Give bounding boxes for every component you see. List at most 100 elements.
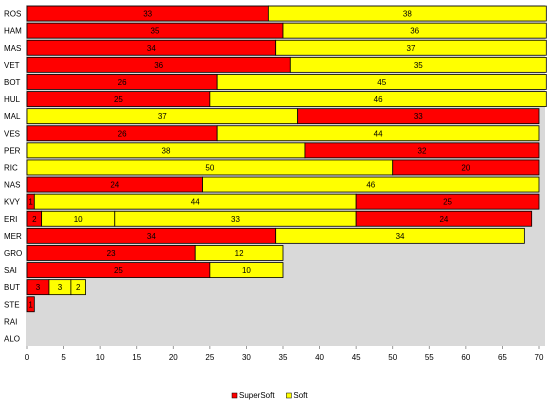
y-tick-label-nas: NAS: [4, 181, 20, 190]
data-label-bot-stint-1: 26: [118, 78, 127, 87]
data-label-but-stint-1: 3: [36, 283, 41, 292]
x-tick-label-55: 55: [425, 353, 434, 362]
data-label-eri-stint-1: 2: [32, 215, 37, 224]
bar-mal-stint-2: [297, 108, 540, 125]
data-label-ves-stint-1: 26: [118, 129, 127, 138]
data-label-ves-stint-2: 44: [374, 129, 383, 138]
bar-mer-stint-2: [275, 227, 525, 244]
data-label-nas-stint-1: 24: [110, 181, 119, 190]
y-tick-label-rai: RAI: [4, 317, 17, 326]
bar-hul-stint-2: [209, 91, 547, 107]
data-label-per-stint-2: 32: [418, 146, 427, 155]
data-label-gro-stint-2: 12: [235, 249, 244, 258]
data-label-eri-stint-2: 10: [74, 215, 83, 224]
data-label-hul-stint-1: 25: [114, 95, 123, 104]
bar-ric-stint-2: [392, 159, 540, 176]
plot-area: [26, 5, 545, 346]
data-label-kvy-stint-2: 44: [191, 198, 200, 207]
data-label-sai-stint-1: 25: [114, 266, 123, 275]
legend-swatch-supersoft: [231, 392, 238, 399]
y-tick-label-per: PER: [4, 146, 21, 155]
bar-ros-stint-2: [267, 5, 547, 22]
data-label-bot-stint-2: 45: [377, 78, 386, 87]
x-tick-label-35: 35: [279, 353, 288, 362]
y-tick-label-ric: RIC: [4, 163, 18, 172]
x-tick-label-0: 0: [25, 353, 30, 362]
y-tick-label-mal: MAL: [4, 112, 21, 121]
bar-ham-stint-2: [282, 22, 547, 39]
data-label-eri-stint-4: 24: [439, 215, 448, 224]
x-tick-label-15: 15: [132, 353, 141, 362]
y-tick-label-ste: STE: [4, 300, 20, 309]
data-label-vet-stint-2: 35: [414, 61, 423, 70]
x-tick-label-25: 25: [205, 353, 214, 362]
data-label-mer-stint-2: 34: [396, 232, 405, 241]
bar-ves-stint-2: [216, 125, 540, 142]
y-tick-label-sai: SAI: [4, 266, 17, 275]
legend: SuperSoft Soft: [231, 391, 308, 400]
data-label-ros-stint-1: 33: [143, 10, 152, 19]
y-tick-label-but: BUT: [4, 283, 20, 292]
bar-sai-stint-2: [209, 262, 284, 278]
data-label-mer-stint-1: 34: [147, 232, 156, 241]
y-tick-label-ham: HAM: [4, 27, 22, 36]
data-label-mas-stint-1: 34: [147, 44, 156, 53]
y-tick-label-kvy: KVY: [4, 198, 21, 207]
legend-swatch-soft: [286, 392, 292, 399]
bar-bot-stint-2: [216, 74, 547, 90]
bar-mas-stint-2: [275, 39, 547, 56]
data-label-ric-stint-1: 50: [205, 163, 214, 172]
x-tick-label-40: 40: [315, 353, 324, 362]
x-tick-label-10: 10: [96, 353, 105, 362]
y-tick-label-eri: ERI: [4, 215, 17, 224]
y-tick-label-gro: GRO: [4, 249, 22, 258]
y-tick-label-ros: ROS: [4, 10, 21, 19]
y-tick-label-hul: HUL: [4, 95, 21, 104]
bar-nas-stint-2: [202, 176, 540, 193]
x-tick-label-30: 30: [242, 353, 251, 362]
y-tick-label-bot: BOT: [4, 78, 21, 87]
data-label-per-stint-1: 38: [162, 146, 171, 155]
bar-per-stint-2: [304, 142, 540, 159]
y-tick-label-alo: ALO: [4, 334, 20, 343]
x-tick-label-70: 70: [535, 353, 544, 362]
data-label-sai-stint-2: 10: [242, 266, 251, 275]
bar-kvy-stint-3: [355, 193, 540, 210]
data-label-ham-stint-2: 36: [410, 27, 419, 36]
data-label-kvy-stint-3: 25: [443, 198, 452, 207]
legend-label-soft: Soft: [293, 391, 308, 400]
x-tick-label-65: 65: [498, 353, 507, 362]
bar-gro-stint-2: [194, 245, 284, 261]
y-tick-label-vet: VET: [4, 61, 20, 70]
data-label-vet-stint-1: 36: [154, 61, 163, 70]
y-tick-label-mas: MAS: [4, 44, 21, 53]
data-label-mal-stint-2: 33: [414, 112, 423, 121]
legend-label-supersoft: SuperSoft: [239, 391, 275, 400]
bar-but-stint-3: [70, 279, 86, 296]
data-label-ste-stint-1: 1: [28, 300, 33, 309]
x-tick-label-60: 60: [461, 353, 470, 362]
data-label-kvy-stint-1: 1: [28, 198, 33, 207]
axis-layer: ROS HAM MAS VET BOT HUL MAL VES PER RIC NAS KVY ERI M…: [4, 10, 544, 362]
y-tick-label-mer: MER: [4, 232, 22, 241]
data-label-nas-stint-2: 46: [366, 181, 375, 190]
data-label-mal-stint-1: 37: [158, 112, 167, 121]
x-tick-label-50: 50: [388, 353, 397, 362]
data-label-but-stint-2: 3: [58, 283, 63, 292]
x-tick-label-20: 20: [169, 353, 178, 362]
data-label-mas-stint-2: 37: [407, 44, 416, 53]
bar-eri-stint-4: [355, 210, 533, 227]
data-label-but-stint-3: 2: [76, 283, 81, 292]
bar-vet-stint-2: [289, 56, 547, 73]
data-label-ham-stint-1: 35: [151, 27, 160, 36]
data-label-hul-stint-2: 46: [374, 95, 383, 104]
y-tick-label-ves: VES: [4, 129, 20, 138]
x-tick-label-5: 5: [61, 353, 66, 362]
bar-ste-stint-1: [26, 296, 35, 313]
x-tick-label-45: 45: [352, 353, 361, 362]
data-label-gro-stint-1: 23: [107, 249, 116, 258]
data-label-eri-stint-3: 33: [231, 215, 240, 224]
data-label-ros-stint-2: 38: [403, 10, 412, 19]
